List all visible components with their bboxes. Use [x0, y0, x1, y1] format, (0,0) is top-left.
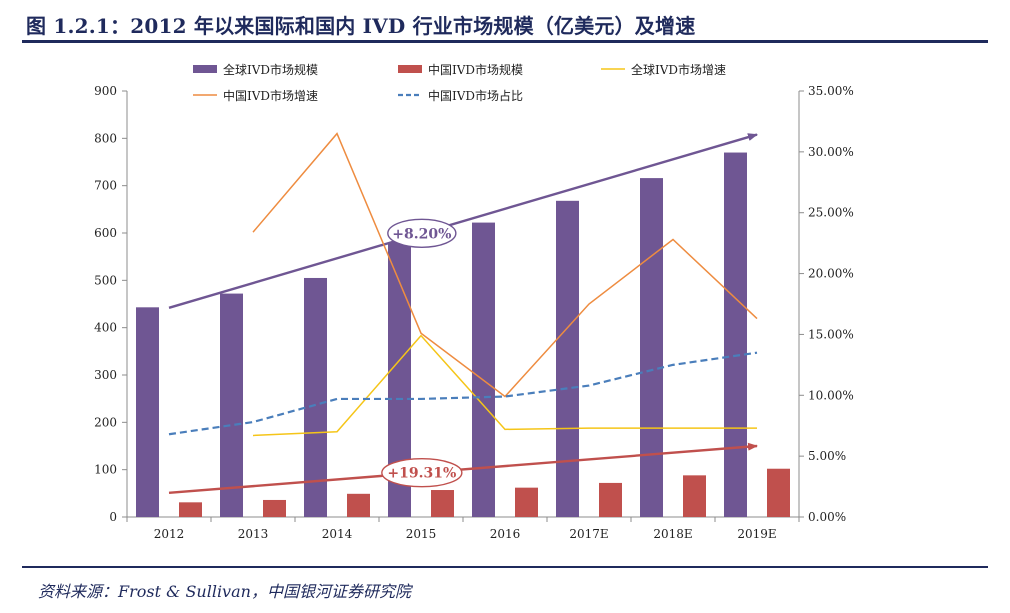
y-right-tick-label: 25.00% — [808, 206, 854, 220]
y-left-tick-label: 400 — [94, 321, 117, 335]
global-bar — [220, 293, 243, 517]
legend-label: 中国IVD市场规模 — [428, 62, 523, 77]
legend-global-size: 全球IVD市场规模 — [193, 62, 318, 77]
legend-china-size: 中国IVD市场规模 — [398, 62, 523, 77]
china-share-line — [168, 351, 758, 436]
legend-china-growth: 中国IVD市场增速 — [193, 88, 318, 103]
legend-label: 全球IVD市场规模 — [223, 62, 318, 77]
global-bar — [556, 200, 579, 517]
title-rule — [22, 40, 988, 43]
y-left-tick-label: 500 — [94, 273, 117, 287]
x-tick-label: 2014 — [322, 527, 353, 541]
legend-label: 中国IVD市场占比 — [428, 88, 523, 103]
footer-rule — [22, 566, 988, 568]
legend-china-share: 中国IVD市场占比 — [398, 88, 523, 103]
legend-label: 中国IVD市场增速 — [223, 88, 318, 103]
y-left-tick-label: 100 — [94, 463, 117, 477]
source-note: 资料来源：Frost & Sullivan，中国银河证券研究院 — [38, 582, 411, 601]
y-right-tick-label: 30.00% — [808, 145, 854, 159]
x-tick-label: 2018E — [653, 527, 692, 541]
y-right-tick-label: 5.00% — [808, 449, 846, 463]
global-bar — [640, 178, 663, 518]
global-bar — [724, 152, 747, 518]
global-bar — [388, 242, 411, 517]
china-bar — [263, 499, 286, 517]
china-cagr-arrow — [168, 442, 758, 495]
y-right-tick-label: 10.00% — [808, 388, 854, 402]
china-bar — [431, 490, 454, 517]
x-tick-label: 2012 — [154, 527, 185, 541]
china-bar — [683, 475, 706, 517]
china-bar — [347, 493, 370, 517]
china-cagr-badge — [381, 458, 463, 488]
china-bar — [515, 487, 538, 517]
y-right-tick-label: 0.00% — [808, 510, 846, 524]
x-tick-label: 2019E — [737, 527, 776, 541]
global-cagr-arrow — [168, 133, 758, 309]
china-bar — [599, 482, 622, 517]
global-cagr-label: +8.20% — [392, 226, 451, 242]
y-right-tick-label: 35.00% — [808, 84, 854, 98]
x-tick-label: 2016 — [490, 527, 521, 541]
y-left-tick-label: 600 — [94, 226, 117, 240]
legend-swatch — [398, 65, 422, 73]
global-bar — [136, 307, 159, 517]
x-tick-label: 2013 — [238, 527, 269, 541]
china-bar — [767, 468, 790, 517]
y-left-tick-label: 300 — [94, 368, 117, 382]
global-bar — [472, 222, 495, 517]
global-growth-line — [252, 334, 757, 437]
y-left-tick-label: 200 — [94, 415, 117, 429]
global-cagr-badge — [387, 218, 457, 248]
y-left-tick-label: 900 — [94, 84, 117, 98]
page-title: 图 1.2.1：2012 年以来国际和国内 IVD 行业市场规模（亿美元）及增速 — [26, 14, 696, 38]
y-right-tick-label: 20.00% — [808, 267, 854, 281]
legend-global-growth: 全球IVD市场增速 — [601, 62, 726, 77]
china-growth-line — [252, 132, 758, 398]
global-bar — [304, 277, 327, 517]
y-left-tick-label: 700 — [94, 179, 117, 193]
legend-label: 全球IVD市场增速 — [631, 62, 726, 77]
x-tick-label: 2015 — [406, 527, 437, 541]
x-tick-label: 2017E — [569, 527, 608, 541]
china-bar — [179, 502, 202, 517]
y-right-tick-label: 15.00% — [808, 327, 854, 341]
china-cagr-label: +19.31% — [387, 466, 456, 482]
legend-swatch — [193, 65, 217, 73]
y-left-tick-label: 0 — [109, 510, 117, 524]
y-left-tick-label: 800 — [94, 131, 117, 145]
